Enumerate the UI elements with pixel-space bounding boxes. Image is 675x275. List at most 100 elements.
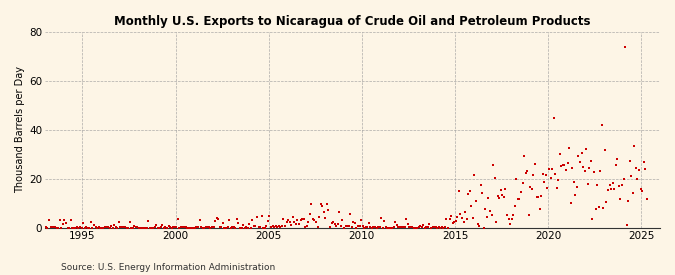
Point bbox=[450, 219, 461, 223]
Point bbox=[626, 174, 637, 178]
Point bbox=[489, 175, 500, 180]
Point bbox=[258, 225, 269, 230]
Point bbox=[308, 217, 319, 221]
Point bbox=[487, 163, 498, 167]
Point bbox=[134, 225, 144, 230]
Point bbox=[579, 169, 590, 174]
Point bbox=[458, 220, 469, 224]
Point bbox=[618, 177, 629, 181]
Point bbox=[390, 220, 401, 224]
Point bbox=[104, 225, 115, 230]
Point bbox=[444, 217, 455, 221]
Point bbox=[572, 185, 583, 189]
Point bbox=[623, 199, 634, 203]
Point bbox=[616, 183, 627, 187]
Point bbox=[246, 226, 256, 230]
Point bbox=[437, 225, 448, 229]
Point bbox=[581, 147, 592, 151]
Point bbox=[272, 225, 283, 229]
Point bbox=[556, 164, 567, 169]
Point bbox=[396, 225, 407, 229]
Point bbox=[508, 213, 518, 218]
Point bbox=[205, 226, 216, 230]
Point bbox=[356, 218, 367, 222]
Point bbox=[149, 225, 160, 230]
Point bbox=[466, 204, 477, 208]
Point bbox=[393, 225, 404, 230]
Point bbox=[404, 225, 414, 230]
Point bbox=[101, 225, 112, 229]
Point bbox=[55, 218, 65, 222]
Point bbox=[63, 225, 74, 230]
Point bbox=[129, 224, 140, 229]
Point bbox=[95, 226, 105, 230]
Point bbox=[585, 159, 596, 164]
Point bbox=[294, 222, 304, 226]
Point bbox=[363, 221, 374, 225]
Point bbox=[342, 224, 352, 229]
Point bbox=[567, 166, 578, 170]
Point bbox=[301, 224, 312, 228]
Point bbox=[463, 192, 474, 197]
Point bbox=[601, 200, 612, 204]
Point bbox=[124, 219, 135, 224]
Point bbox=[587, 217, 598, 221]
Point bbox=[182, 226, 192, 230]
Point bbox=[530, 162, 541, 167]
Point bbox=[331, 224, 342, 228]
Point bbox=[79, 226, 90, 230]
Point bbox=[279, 223, 290, 228]
Point bbox=[290, 222, 301, 227]
Point bbox=[248, 224, 259, 229]
Point bbox=[574, 160, 585, 164]
Point bbox=[435, 226, 446, 230]
Point bbox=[399, 225, 410, 229]
Point bbox=[368, 225, 379, 229]
Point bbox=[236, 226, 247, 230]
Point bbox=[168, 225, 179, 230]
Point bbox=[640, 167, 651, 171]
Point bbox=[216, 225, 227, 229]
Point bbox=[477, 191, 487, 195]
Point bbox=[570, 193, 580, 198]
Point bbox=[140, 226, 151, 230]
Point bbox=[371, 226, 382, 230]
Point bbox=[381, 225, 392, 229]
Point bbox=[479, 226, 489, 230]
Point bbox=[365, 225, 376, 229]
Point bbox=[295, 218, 306, 222]
Point bbox=[332, 222, 343, 226]
Point bbox=[433, 225, 444, 229]
Point bbox=[65, 218, 76, 222]
Point bbox=[460, 210, 470, 214]
Point bbox=[344, 223, 354, 228]
Point bbox=[263, 219, 273, 223]
Point bbox=[208, 225, 219, 230]
Point bbox=[485, 209, 495, 213]
Point bbox=[542, 186, 553, 190]
Point bbox=[227, 225, 238, 230]
Point bbox=[275, 225, 286, 229]
Point bbox=[589, 169, 599, 174]
Point bbox=[511, 176, 522, 181]
Point bbox=[350, 221, 360, 225]
Point bbox=[221, 226, 232, 230]
Point bbox=[554, 152, 565, 156]
Point bbox=[144, 226, 155, 230]
Point bbox=[53, 225, 63, 230]
Point bbox=[441, 216, 452, 221]
Point bbox=[90, 225, 101, 230]
Point bbox=[42, 226, 53, 230]
Point bbox=[202, 225, 213, 230]
Point bbox=[298, 217, 309, 221]
Point bbox=[424, 222, 435, 227]
Point bbox=[288, 214, 298, 219]
Point bbox=[359, 226, 370, 230]
Point bbox=[512, 196, 523, 201]
Point bbox=[505, 222, 516, 226]
Point bbox=[387, 226, 398, 230]
Point bbox=[78, 221, 88, 225]
Point bbox=[232, 216, 242, 221]
Point bbox=[122, 226, 132, 230]
Point bbox=[632, 177, 643, 182]
